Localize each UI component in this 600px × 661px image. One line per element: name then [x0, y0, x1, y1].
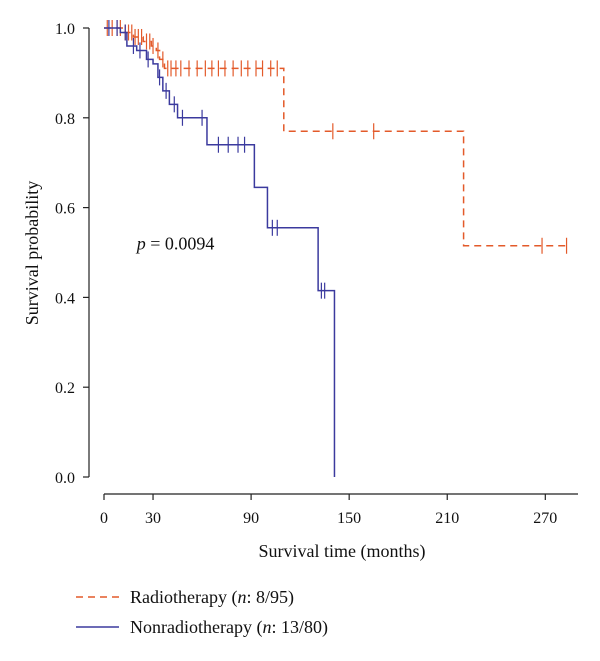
- legend-separator: (: [227, 587, 238, 608]
- legend-colon: :: [246, 587, 256, 607]
- legend-item-nonradiotherapy: Nonradiotherapy (n: 13/80): [76, 617, 328, 638]
- y-tick-label: 1.0: [55, 21, 75, 38]
- x-tick-label: 270: [533, 510, 557, 527]
- legend-colon: :: [271, 617, 281, 637]
- legend-n-value: 13/80: [281, 617, 322, 637]
- x-tick-label: 30: [145, 510, 161, 527]
- legend-label-nonradiotherapy: Nonradiotherapy (n: 13/80): [130, 617, 328, 638]
- p-value-symbol: p: [135, 234, 146, 254]
- legend: Radiotherapy (n: 8/95) Nonradiotherapy (…: [76, 587, 328, 638]
- legend-n-symbol: n: [262, 617, 271, 637]
- x-tick-label: 210: [435, 510, 459, 527]
- legend-n-value: 8/95: [256, 587, 288, 607]
- y-axis-title: Survival probability: [22, 181, 42, 325]
- y-tick-label: 0.0: [55, 470, 75, 487]
- axis-layer: 0 30 90 150 210 270 0.0 0.2 0.4 0.6 0.8 1.0: [55, 21, 578, 527]
- x-tick-label: 150: [337, 510, 361, 527]
- label-layer: Survival probability Survival time (mont…: [22, 181, 425, 562]
- legend-n-symbol: n: [237, 587, 246, 607]
- legend-separator: (: [252, 617, 263, 638]
- p-value-text: = 0.0094: [146, 234, 215, 254]
- legend-series-name: Nonradiotherapy: [130, 617, 252, 637]
- legend-close-paren: ): [288, 587, 294, 608]
- y-tick-label: 0.8: [55, 111, 75, 128]
- series-layer: [104, 20, 568, 477]
- y-tick-label: 0.6: [55, 201, 75, 218]
- radiotherapy-survival-line: [104, 27, 567, 247]
- legend-item-radiotherapy: Radiotherapy (n: 8/95): [76, 587, 294, 608]
- y-tick-label: 0.4: [55, 290, 75, 307]
- x-tick-label: 90: [243, 510, 259, 527]
- y-tick-label: 0.2: [55, 380, 75, 397]
- x-tick-label: 0: [100, 510, 108, 527]
- legend-series-name: Radiotherapy: [130, 587, 227, 607]
- p-value-annotation: p = 0.0094: [135, 234, 215, 254]
- legend-close-paren: ): [322, 617, 328, 638]
- x-axis-title: Survival time (months): [259, 541, 426, 562]
- legend-label-radiotherapy: Radiotherapy (n: 8/95): [130, 587, 294, 608]
